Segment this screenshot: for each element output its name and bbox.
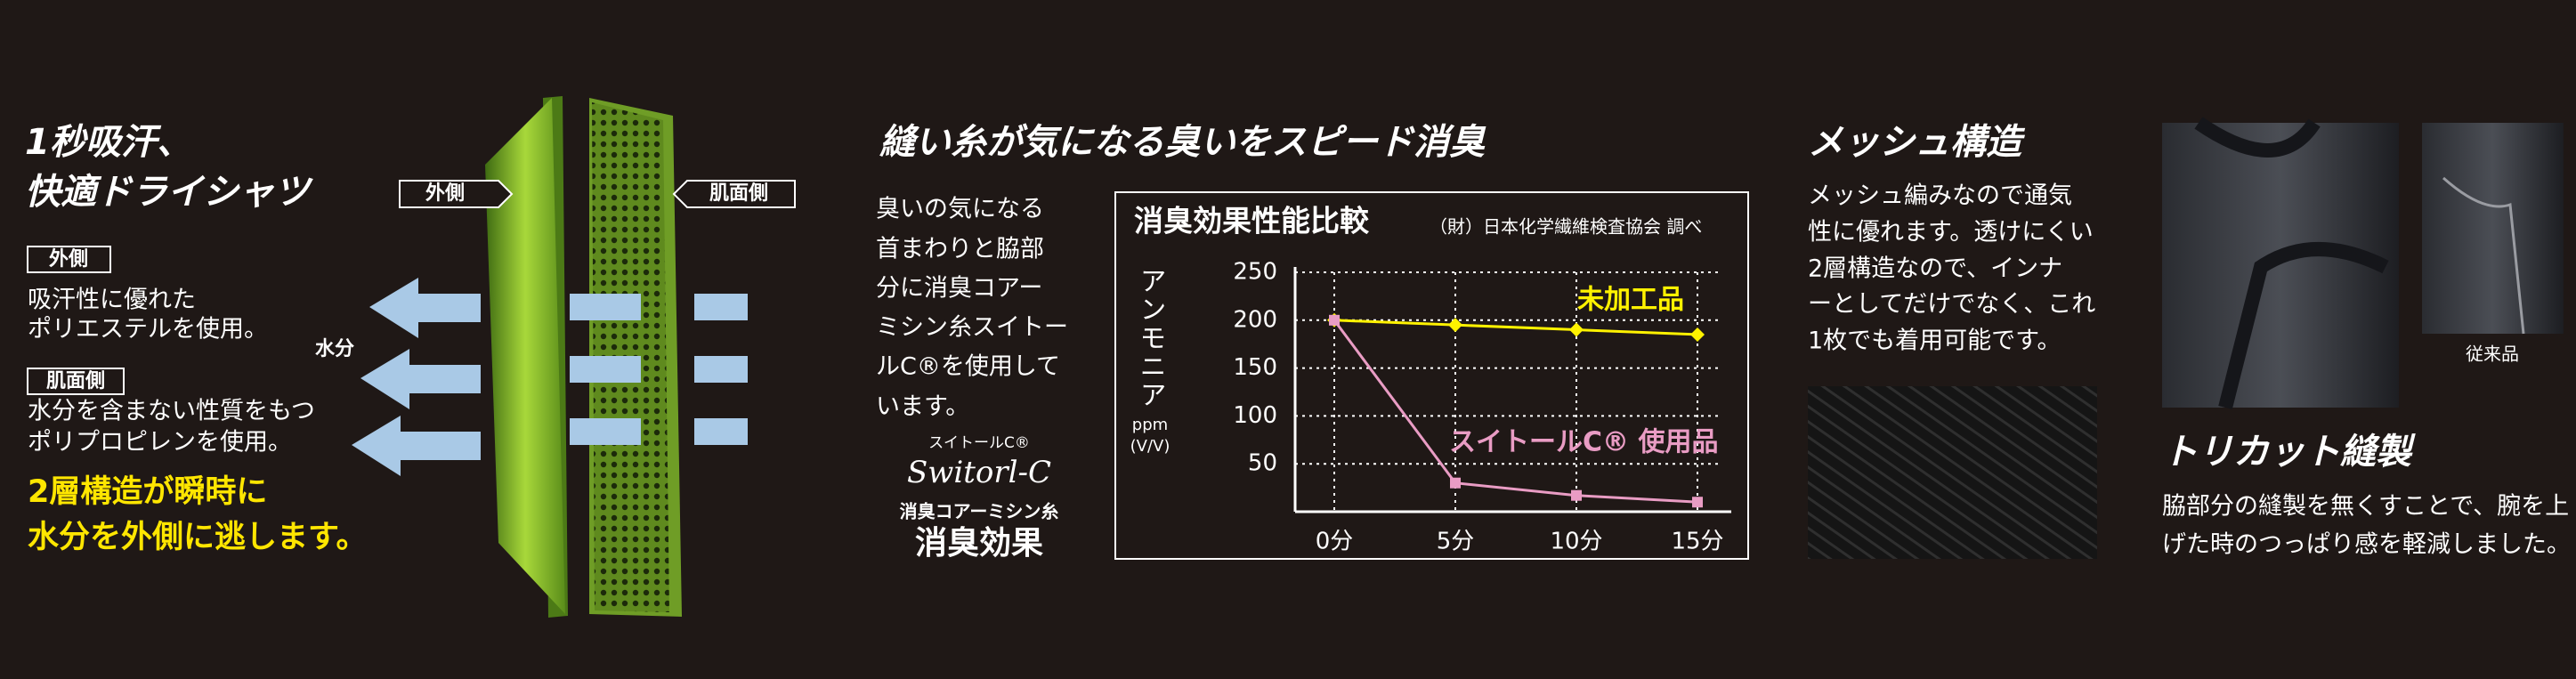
logo-kana: スイトールC® [928,434,1030,452]
marker [1690,327,1705,342]
photo-caption: 従来品 [2466,344,2519,365]
arrow [570,356,641,383]
arrow [360,349,481,409]
arrow [570,418,641,445]
body-text: げた時のつっぱり感を軽減しました。 [2162,531,2571,559]
series-line [1333,319,1698,336]
body-text: 脇部分の縫製を無くすことで、腕を上 [2162,493,2569,521]
y-tick-label: 150 [1233,354,1277,381]
marker [1450,477,1461,489]
arrow [694,356,748,383]
heading: 快適ドライシャツ [25,172,313,213]
label-box [27,246,111,273]
photo-detail [2194,117,2389,409]
tag-box [672,180,796,208]
tag: 外側 [425,182,465,205]
arrow [352,416,481,476]
y-tick-label: 250 [1233,259,1277,286]
series-line [1333,319,1698,504]
marker [1569,322,1584,337]
chart-title: 消臭効果性能比較 [1134,204,1370,238]
body-text: ーとしてだけでなく、これ [1808,291,2095,319]
legend-label: 未加工品 [1577,285,1684,316]
compare-photo [2422,123,2564,334]
legend-label: スイトールC® 使用品 [1449,427,1718,458]
seam-line [2442,176,2525,335]
body-text: 水分を含まない性質をもつ [28,398,315,425]
y-tick-label: 200 [1233,306,1277,333]
moisture-label: 水分 [315,338,354,360]
logo-thread: 消臭コアーミシン糸 [900,501,1059,522]
y-tick-label: 100 [1233,402,1277,429]
marker [1571,489,1582,501]
x-tick-label: 5分 [1437,529,1475,555]
label: 肌面側 [46,370,105,392]
body-text: 分に消臭コアー [876,275,1042,303]
arrow [694,418,748,445]
logo-effect: 消臭効果 [915,525,1043,562]
chart-subtitle: （財）日本化学繊維検査協会 調べ [1430,216,1702,238]
heading: 縫い糸が気になる臭いをスピード消臭 [879,122,1486,163]
x-tick-label: 10分 [1550,529,1602,555]
heading: 1秒吸汗、 [25,122,192,163]
body-text: ミシン糸スイトー [876,314,1068,342]
body-text: 2層構造なので、インナ [1808,255,2062,283]
marker [1329,314,1340,326]
y-unit: ppm [1132,416,1168,434]
body-text: います。 [876,393,969,421]
body-text: 首まわりと脇部 [876,236,1044,263]
label-box [27,368,125,395]
heading: トリカット縫製 [2162,432,2416,473]
y-tick-label: 50 [1248,450,1277,477]
marker [1448,318,1462,333]
x-tick-label: 0分 [1316,529,1354,555]
shirt-photo [2162,123,2399,408]
body-text: 性に優れます。透けにくい [1808,219,2094,247]
logo-script: Switorl-C [907,455,1051,490]
body-text: ポリプロピレンを使用。 [28,429,292,457]
body-text: メッシュ編みなので通気 [1808,182,2072,210]
arrow [570,294,641,320]
body-text: ポリエステルを使用。 [28,316,268,344]
chart-frame [1114,191,1749,560]
x-tick-label: 15分 [1671,529,1723,555]
highlight: 2層構造が瞬時に [28,474,267,510]
y-unit: (V/V) [1130,437,1171,456]
fabric-diagram: 外側 肌面側 水分 [315,96,796,618]
body-text: 臭いの気になる [876,196,1044,223]
mesh-photo [1808,386,2097,559]
marker [1692,497,1703,508]
y-axis-label: アンモニア [1135,267,1166,409]
outer-layer [485,98,565,614]
tag: 肌面側 [709,182,768,205]
body-text: 吸汗性に優れた [28,287,196,314]
label: 外側 [49,247,88,271]
arrow [369,278,481,338]
body-text: 1枚でも着用可能です。 [1808,327,2061,355]
heading: メッシュ構造 [1808,122,2026,163]
arrow [694,294,748,320]
tag-box [399,180,514,208]
body-text: ルC®を使用して [876,353,1060,381]
highlight: 水分を外側に逃します。 [28,520,368,555]
